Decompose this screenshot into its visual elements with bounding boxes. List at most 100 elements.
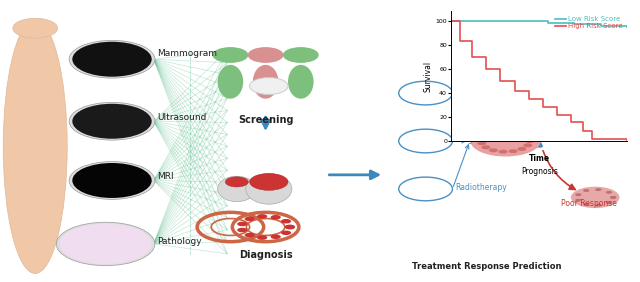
Line: High Risk Score: High Risk Score bbox=[451, 21, 627, 141]
Y-axis label: Survival: Survival bbox=[424, 61, 433, 92]
Circle shape bbox=[583, 101, 589, 104]
Circle shape bbox=[610, 94, 616, 97]
Circle shape bbox=[72, 42, 152, 77]
Circle shape bbox=[605, 100, 612, 102]
High Risk Score bbox=[511, 89, 518, 92]
Text: Chemotherapy: Chemotherapy bbox=[456, 87, 513, 96]
Circle shape bbox=[517, 131, 526, 135]
Ellipse shape bbox=[288, 65, 314, 99]
Circle shape bbox=[605, 89, 612, 92]
Text: Surgery: Surgery bbox=[456, 135, 486, 144]
Ellipse shape bbox=[253, 65, 278, 99]
Circle shape bbox=[595, 87, 602, 89]
Circle shape bbox=[257, 235, 268, 240]
Circle shape bbox=[525, 139, 534, 143]
Ellipse shape bbox=[218, 65, 243, 99]
Circle shape bbox=[575, 199, 582, 202]
Circle shape bbox=[524, 135, 532, 139]
Circle shape bbox=[524, 143, 532, 147]
Circle shape bbox=[571, 187, 620, 208]
Circle shape bbox=[271, 215, 281, 219]
Circle shape bbox=[575, 92, 582, 94]
Circle shape bbox=[489, 148, 498, 152]
High Risk Score bbox=[579, 130, 587, 133]
Circle shape bbox=[285, 225, 295, 229]
Text: Prognosis: Prognosis bbox=[521, 167, 557, 176]
High Risk Score bbox=[623, 139, 631, 143]
Circle shape bbox=[13, 18, 58, 38]
Circle shape bbox=[257, 214, 268, 219]
Low Risk Score bbox=[447, 19, 455, 23]
Circle shape bbox=[481, 133, 490, 137]
Low Risk Score bbox=[465, 19, 472, 23]
Circle shape bbox=[610, 94, 616, 97]
High Risk Score bbox=[447, 19, 455, 23]
Circle shape bbox=[480, 130, 531, 152]
Circle shape bbox=[237, 228, 248, 232]
Circle shape bbox=[244, 233, 255, 237]
Text: MRI: MRI bbox=[157, 172, 173, 181]
Text: Time: Time bbox=[529, 154, 550, 163]
Circle shape bbox=[225, 177, 248, 187]
High Risk Score bbox=[567, 120, 575, 124]
Circle shape bbox=[244, 217, 255, 221]
Circle shape bbox=[605, 191, 612, 194]
Circle shape bbox=[60, 224, 152, 264]
Circle shape bbox=[250, 173, 288, 190]
Circle shape bbox=[499, 150, 508, 154]
Circle shape bbox=[583, 189, 589, 192]
Circle shape bbox=[69, 40, 155, 78]
Low Risk Score bbox=[597, 24, 605, 27]
Legend: Low Risk Score, High Risk Score: Low Risk Score, High Risk Score bbox=[554, 15, 624, 30]
Text: Poor Response: Poor Response bbox=[561, 199, 617, 208]
Circle shape bbox=[285, 225, 295, 229]
Circle shape bbox=[281, 231, 291, 235]
FancyArrowPatch shape bbox=[543, 151, 575, 190]
Circle shape bbox=[575, 97, 582, 100]
Circle shape bbox=[525, 139, 534, 143]
Text: Diagnosis: Diagnosis bbox=[239, 250, 292, 260]
Ellipse shape bbox=[218, 176, 256, 202]
Circle shape bbox=[69, 162, 155, 199]
Circle shape bbox=[72, 104, 152, 139]
Circle shape bbox=[283, 47, 319, 63]
Circle shape bbox=[595, 204, 602, 207]
Circle shape bbox=[489, 130, 498, 134]
High Risk Score bbox=[539, 106, 547, 109]
Low Risk Score bbox=[623, 25, 631, 28]
Line: Low Risk Score: Low Risk Score bbox=[451, 21, 627, 27]
Circle shape bbox=[69, 102, 155, 140]
Circle shape bbox=[477, 141, 486, 145]
Circle shape bbox=[509, 129, 518, 133]
Circle shape bbox=[481, 145, 490, 149]
Circle shape bbox=[271, 235, 281, 239]
High Risk Score bbox=[497, 79, 504, 83]
Text: Good Response: Good Response bbox=[559, 94, 618, 103]
Circle shape bbox=[583, 88, 589, 91]
Circle shape bbox=[237, 222, 248, 226]
Ellipse shape bbox=[246, 174, 292, 204]
Circle shape bbox=[470, 125, 541, 157]
Circle shape bbox=[605, 201, 612, 204]
Low Risk Score bbox=[544, 22, 552, 25]
Text: Treatment Response Prediction: Treatment Response Prediction bbox=[412, 262, 561, 271]
High Risk Score bbox=[525, 97, 532, 101]
Circle shape bbox=[595, 188, 602, 191]
Circle shape bbox=[248, 47, 284, 63]
Circle shape bbox=[212, 47, 248, 63]
Ellipse shape bbox=[3, 20, 67, 274]
High Risk Score bbox=[483, 67, 490, 70]
Circle shape bbox=[56, 222, 155, 266]
Text: Radiotherapy: Radiotherapy bbox=[456, 183, 508, 192]
High Risk Score bbox=[468, 55, 476, 59]
Circle shape bbox=[610, 196, 616, 199]
Circle shape bbox=[583, 203, 589, 206]
Circle shape bbox=[281, 219, 291, 223]
Circle shape bbox=[610, 196, 616, 199]
Text: Screening: Screening bbox=[238, 115, 293, 125]
Circle shape bbox=[509, 149, 518, 153]
Text: Pathology: Pathology bbox=[157, 237, 202, 246]
High Risk Score bbox=[553, 113, 561, 116]
Text: Ultrasound: Ultrasound bbox=[157, 113, 206, 122]
Circle shape bbox=[477, 137, 486, 141]
